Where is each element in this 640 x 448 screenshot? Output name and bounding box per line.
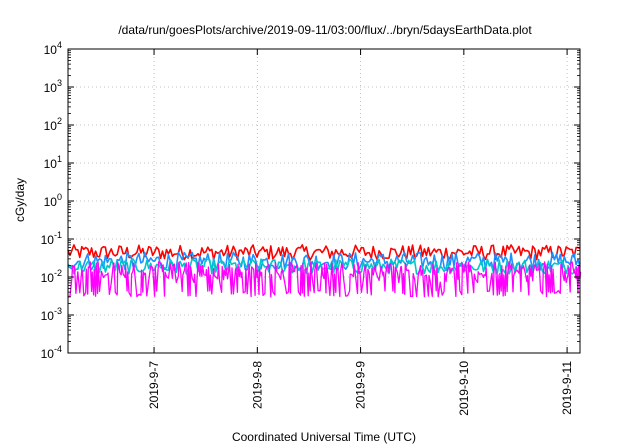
y-tick-label: 100	[44, 192, 62, 209]
y-axis-label: cGy/day	[13, 178, 27, 222]
x-tick-labels: 2019-9-7 2019-9-8 2019-9-9 2019-9-10 2019-9-…	[147, 361, 574, 416]
y-tick-label: 10-3	[41, 306, 62, 323]
y-tick-label: 101	[44, 154, 62, 171]
y-tick-label: 102	[44, 116, 62, 133]
grid	[68, 49, 580, 353]
y-tick-label: 10-1	[41, 230, 62, 247]
y-tick-label: 104	[44, 40, 62, 57]
x-tick-label: 2019-9-8	[250, 361, 264, 409]
x-tick-label: 2019-9-11	[560, 361, 574, 415]
axes	[67, 48, 581, 354]
y-tick-label: 10-4	[41, 344, 62, 361]
chart-title: /data/run/goesPlots/archive/2019-09-11/0…	[118, 23, 532, 37]
x-tick-label: 2019-9-9	[354, 361, 368, 409]
series-line	[67, 261, 582, 298]
x-tick-label: 2019-9-7	[147, 361, 161, 409]
plot-frame	[67, 48, 581, 354]
series-layer	[67, 244, 582, 298]
y-tick-labels: 10-4 10-3 10-2 10-1 100 101 102 103 104	[41, 40, 62, 361]
x-axis-label: Coordinated Universal Time (UTC)	[232, 430, 416, 444]
x-tick-label: 2019-9-10	[457, 361, 471, 416]
y-tick-label: 103	[44, 78, 62, 95]
y-tick-label: 10-2	[41, 268, 62, 285]
